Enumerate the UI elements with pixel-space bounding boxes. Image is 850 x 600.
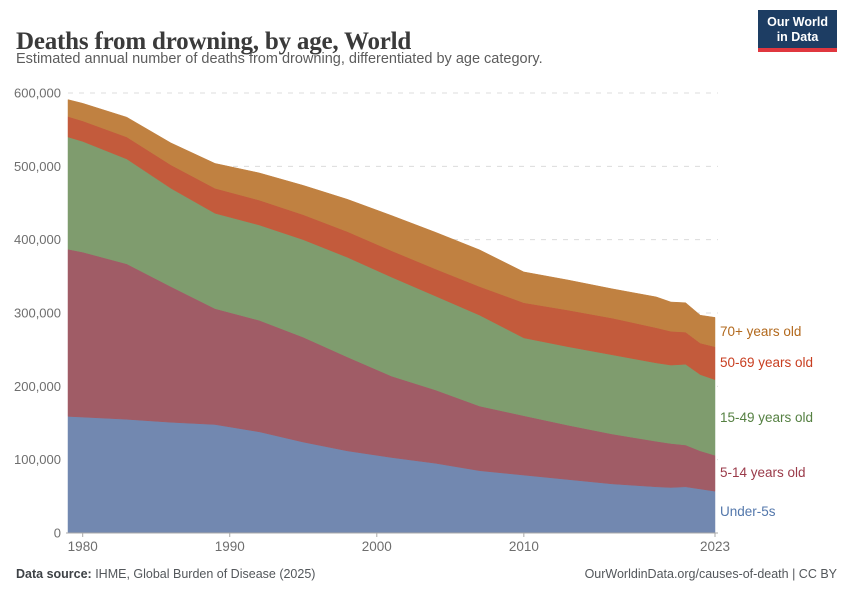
x-axis-label-1990: 1990 bbox=[215, 539, 245, 554]
page-title: Deaths from drowning, by age, World bbox=[16, 27, 412, 55]
data-source-text: IHME, Global Burden of Disease (2025) bbox=[91, 567, 316, 581]
owid-logo-line1: Our World bbox=[767, 15, 828, 29]
y-axis-label-400-000: 400,000 bbox=[14, 232, 61, 247]
y-axis-label-0: 0 bbox=[54, 526, 61, 541]
owid-logo[interactable]: Our World in Data bbox=[758, 10, 837, 52]
footer: Data source: IHME, Global Burden of Dise… bbox=[16, 567, 837, 581]
legend-label-70-years-old[interactable]: 70+ years old bbox=[720, 324, 802, 340]
footer-link[interactable]: OurWorldinData.org/causes-of-death | CC … bbox=[584, 567, 837, 581]
data-source-prefix: Data source: bbox=[16, 567, 92, 581]
y-axis-label-300-000: 300,000 bbox=[14, 306, 61, 321]
y-axis-label-600-000: 600,000 bbox=[14, 86, 61, 101]
x-axis-label-2000: 2000 bbox=[362, 539, 392, 554]
area-70-years-old[interactable] bbox=[67, 99, 716, 348]
legend-label-5-14-years-old[interactable]: 5-14 years old bbox=[720, 465, 806, 481]
x-axis-label-2023: 2023 bbox=[700, 539, 730, 554]
data-source-note: Data source: IHME, Global Burden of Dise… bbox=[16, 567, 315, 581]
chart-subtitle: Estimated annual number of deaths from d… bbox=[16, 51, 543, 67]
owid-logo-line2: in Data bbox=[776, 29, 819, 44]
x-axis-label-2010: 2010 bbox=[509, 539, 539, 554]
legend-label-under-5s[interactable]: Under-5s bbox=[720, 504, 776, 520]
y-axis-label-200-000: 200,000 bbox=[14, 379, 61, 394]
legend-label-50-69-years-old[interactable]: 50-69 years old bbox=[720, 355, 814, 371]
y-axis-label-100-000: 100,000 bbox=[14, 452, 61, 467]
legend-label-15-49-years-old[interactable]: 15-49 years old bbox=[720, 409, 814, 425]
x-axis-label-1980: 1980 bbox=[68, 539, 98, 554]
y-axis-label-500-000: 500,000 bbox=[14, 159, 61, 174]
